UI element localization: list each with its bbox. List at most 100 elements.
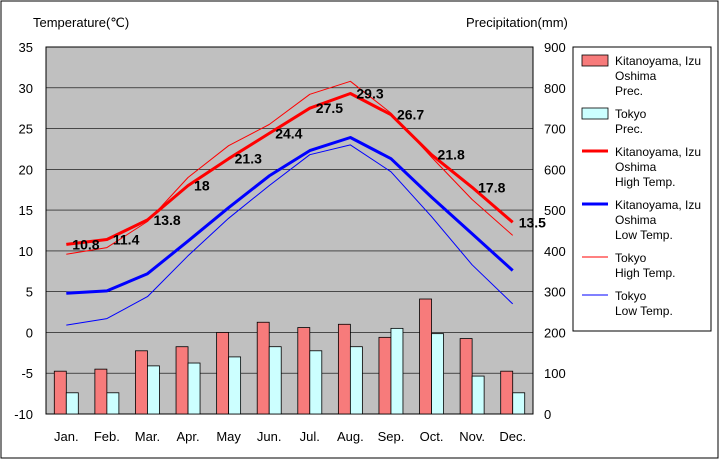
high-temp-data-labels: 10.8 11.4 13.8 18 21.3 24.4 27.5 29.3 26.7 21.8 17… <box>72 85 546 252</box>
tokyo-precipitation-bar <box>309 350 323 415</box>
tokyo-precipitation-bar <box>106 392 120 415</box>
legend-label: Low Temp. <box>615 304 673 318</box>
high-temp-data-label: 11.4 <box>113 231 140 247</box>
legend-label: Low Temp. <box>615 228 673 242</box>
left-tick-label: 35 <box>19 40 33 55</box>
kitanoyama-precipitation-bar <box>378 336 392 415</box>
right-tick-label: 0 <box>544 407 551 422</box>
legend-label: Prec. <box>615 122 643 136</box>
legend-box <box>572 46 712 332</box>
legend-label: Kitanoyama, Izu <box>615 54 701 68</box>
high-temp-data-label: 10.8 <box>72 236 99 252</box>
high-temp-data-label: 21.3 <box>235 151 262 167</box>
legend-label: Oshima <box>615 213 657 227</box>
high-temp-data-label: 13.8 <box>153 212 180 228</box>
legend-label: Tokyo <box>615 289 647 303</box>
left-tick-label: -5 <box>21 366 33 381</box>
x-tick-label: Dec. <box>499 429 526 444</box>
kitanoyama-precipitation-bar <box>337 323 351 415</box>
tokyo-precipitation-bar <box>268 346 282 415</box>
x-tick-label: Nov. <box>459 429 485 444</box>
x-tick-label: Jun. <box>257 429 282 444</box>
kitanoyama-precipitation-bar <box>216 332 230 415</box>
right-tick-label: 600 <box>544 162 566 177</box>
legend-label: Prec. <box>615 84 643 98</box>
tokyo-precipitation-bar <box>349 346 363 415</box>
legend: Kitanoyama, IzuOshimaPrec.TokyoPrec.Kita… <box>581 54 701 318</box>
tokyo-precipitation-bar <box>228 356 242 415</box>
kitanoyama-precipitation-bar <box>53 370 67 415</box>
x-tick-label: Apr. <box>176 429 199 444</box>
right-tick-label: 700 <box>544 122 566 137</box>
high-temp-data-label: 18 <box>194 178 210 194</box>
x-tick-label: Aug. <box>337 429 364 444</box>
left-tick-label: 10 <box>19 244 33 259</box>
left-axis-title: Temperature(℃) <box>33 15 129 30</box>
legend-label: High Temp. <box>615 266 675 280</box>
x-tick-label: Oct. <box>420 429 444 444</box>
kitanoyama-high-temp-line <box>66 92 514 246</box>
legend-label: Kitanoyama, Izu <box>615 198 701 212</box>
x-tick-label: Jan. <box>54 429 79 444</box>
tokyo-precipitation-bar <box>431 333 444 415</box>
x-axis-categories: Jan. Feb. Mar. Apr. May Jun. Jul. Aug. Sep. Oct. N… <box>54 429 526 444</box>
tokyo-precipitation-bar <box>512 392 526 415</box>
legend-label: High Temp. <box>615 175 675 189</box>
high-temp-data-label: 26.7 <box>397 107 424 123</box>
kitanoyama-precipitation-bar <box>459 338 473 415</box>
gridlines <box>46 87 533 374</box>
kitanoyama-precipitation-bar <box>419 298 432 415</box>
x-tick-label: May <box>216 429 241 444</box>
left-tick-label: 30 <box>19 81 33 96</box>
kitanoyama-precipitation-bar <box>175 346 189 415</box>
legend-swatch <box>581 54 609 67</box>
legend-swatch <box>581 107 609 120</box>
legend-label: Kitanoyama, Izu <box>615 145 701 159</box>
x-tick-label: Jul. <box>300 429 320 444</box>
right-tick-label: 100 <box>544 366 566 381</box>
tokyo-precipitation-bar <box>147 365 160 415</box>
precipitation-bars <box>53 298 526 415</box>
tokyo-high-temp-line <box>66 80 514 255</box>
left-tick-label: -10 <box>14 407 33 422</box>
left-tick-label: 20 <box>19 162 33 177</box>
temperature-lines <box>66 80 514 326</box>
kitanoyama-precipitation-bar <box>297 327 311 415</box>
tokyo-precipitation-bar <box>471 375 485 415</box>
right-tick-label: 500 <box>544 203 566 218</box>
legend-label: Tokyo <box>615 107 647 121</box>
right-tick-label: 900 <box>544 40 566 55</box>
tokyo-precipitation-bar <box>65 392 79 415</box>
kitanoyama-low-temp-line <box>66 136 514 295</box>
kitanoyama-precipitation-bar <box>500 370 514 415</box>
kitanoyama-precipitation-bar <box>256 321 270 415</box>
high-temp-data-label: 21.8 <box>438 147 465 163</box>
high-temp-data-label: 24.4 <box>275 125 302 141</box>
x-tick-label: Mar. <box>135 429 160 444</box>
legend-label: Tokyo <box>615 251 647 265</box>
right-tick-label: 200 <box>544 325 566 340</box>
kitanoyama-precipitation-bar <box>135 350 148 415</box>
right-axis-ticks: 900 800 700 600 500 400 300 200 100 0 <box>544 40 566 422</box>
tokyo-low-temp-line <box>66 144 514 326</box>
left-axis-ticks: 35 30 25 20 15 10 5 0 -5 -10 <box>14 40 33 422</box>
tokyo-precipitation-bar <box>390 327 404 415</box>
legend-label: Oshima <box>615 69 657 83</box>
left-tick-label: 15 <box>19 203 33 218</box>
kitanoyama-precipitation-bar <box>94 368 108 415</box>
left-tick-label: 25 <box>19 122 33 137</box>
high-temp-data-label: 13.5 <box>519 214 546 230</box>
tokyo-precipitation-bar <box>187 362 201 415</box>
right-tick-label: 300 <box>544 285 566 300</box>
high-temp-data-label: 29.3 <box>356 85 383 101</box>
right-tick-label: 400 <box>544 244 566 259</box>
right-tick-label: 800 <box>544 81 566 96</box>
legend-label: Oshima <box>615 160 657 174</box>
x-tick-label: Feb. <box>94 429 120 444</box>
right-axis-title: Precipitation(mm) <box>466 15 568 30</box>
x-tick-label: Sep. <box>378 429 405 444</box>
high-temp-data-label: 27.5 <box>316 100 343 116</box>
high-temp-data-label: 17.8 <box>478 179 505 195</box>
